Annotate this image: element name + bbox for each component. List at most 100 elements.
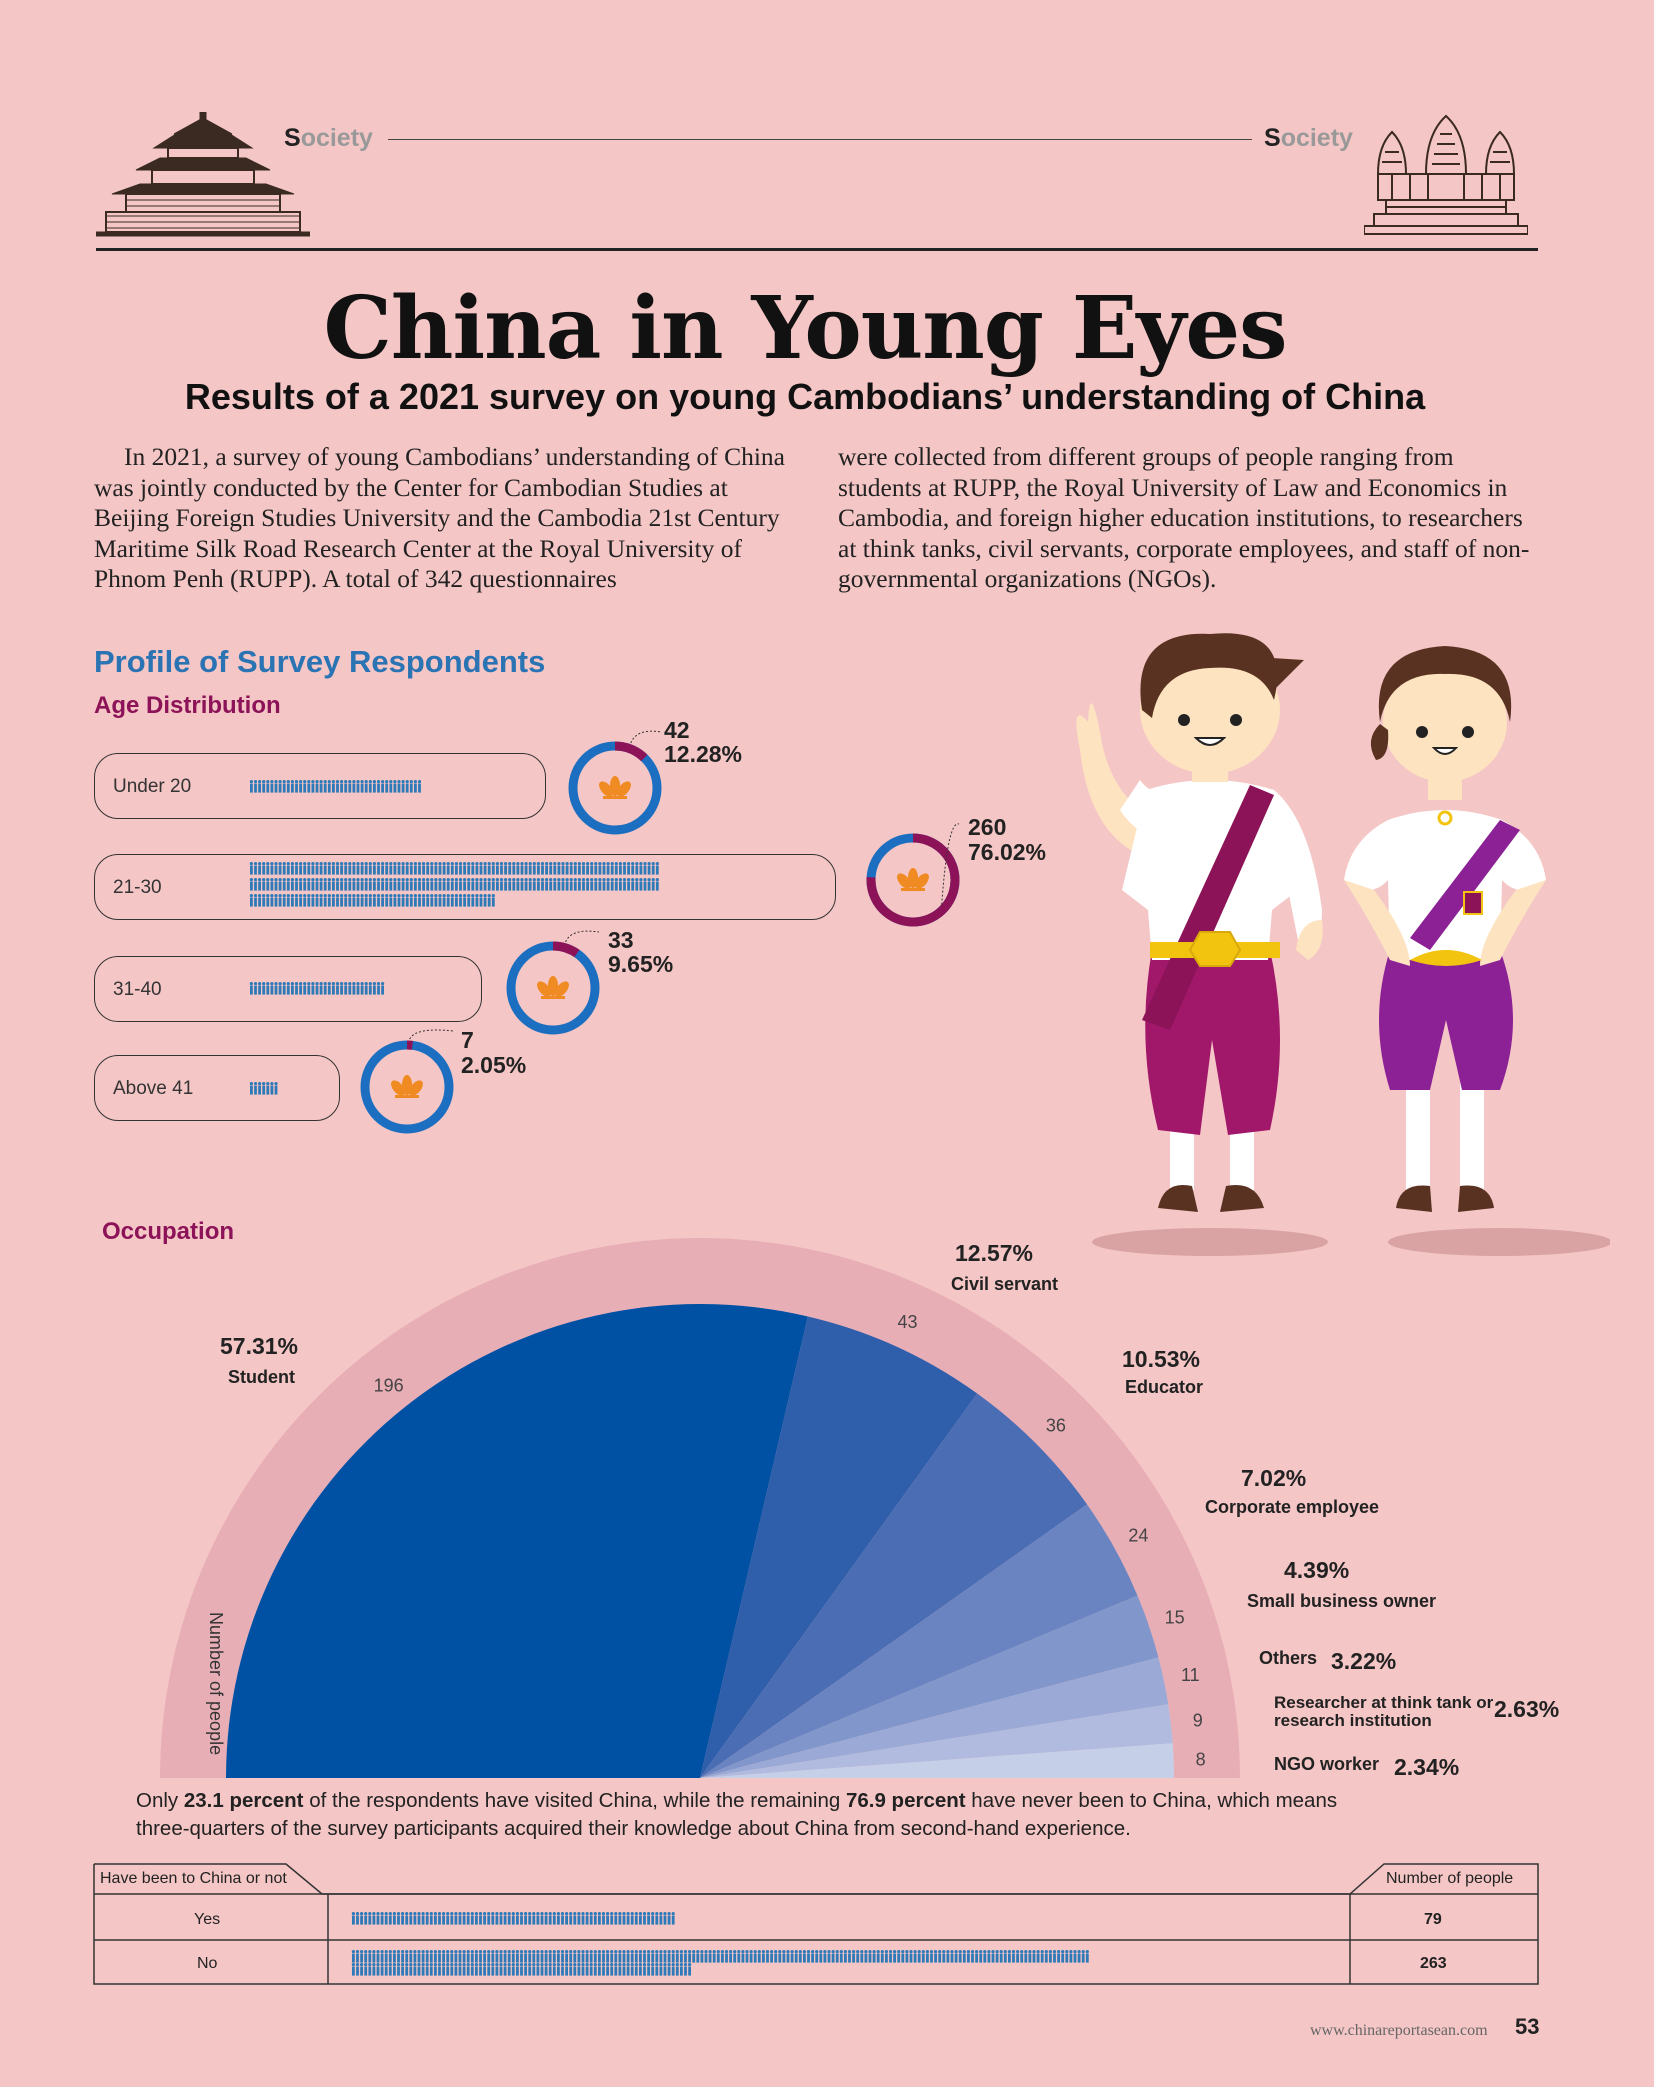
person-icon-body	[639, 1915, 642, 1925]
person-icon-body	[425, 1915, 429, 1925]
person-icon-body	[250, 1085, 253, 1095]
person-icon	[675, 1950, 679, 1954]
person-icon	[577, 862, 582, 866]
person-icon	[675, 1963, 679, 1967]
occupation-count: 36	[1046, 1415, 1066, 1435]
person-icon-body	[930, 1953, 933, 1963]
person-icon-body	[606, 881, 610, 891]
person-icon	[405, 878, 409, 882]
person-icon	[385, 878, 389, 882]
person-icon	[573, 862, 577, 866]
person-icon-body	[376, 1915, 380, 1925]
person-icon-body	[462, 1953, 466, 1963]
person-icon	[307, 780, 311, 784]
person-icon	[262, 780, 266, 784]
person-icon	[671, 1950, 675, 1954]
person-icon	[540, 1963, 544, 1967]
person-icon-body	[495, 1966, 499, 1976]
person-icon	[380, 1950, 384, 1954]
person-icon-body	[262, 865, 266, 875]
person-icon-body	[561, 865, 565, 875]
donut-share-arc	[866, 833, 960, 927]
person-icon	[454, 1912, 458, 1916]
age-heading: Age Distribution	[94, 692, 281, 719]
lotus-icon	[897, 868, 929, 891]
person-icon	[491, 1963, 495, 1967]
person-icon	[864, 1950, 868, 1954]
person-icon-body	[839, 1953, 843, 1963]
person-icon-body	[585, 1966, 589, 1976]
person-icon	[327, 780, 331, 784]
person-icon-body	[315, 897, 319, 907]
person-icon-body	[614, 881, 618, 891]
person-icon	[597, 1912, 602, 1916]
person-icon-body	[377, 865, 380, 875]
person-icon-body	[647, 1915, 650, 1925]
person-icon	[458, 1963, 462, 1967]
person-icon	[692, 1950, 696, 1954]
person-icon-body	[266, 985, 270, 995]
person-icon	[581, 862, 586, 866]
person-icon	[405, 1963, 409, 1967]
occupation-percent: 7.02%	[1241, 1465, 1307, 1491]
person-icon-body	[459, 897, 462, 907]
person-icon-body	[589, 1966, 593, 1976]
person-icon	[413, 862, 417, 866]
person-icon-body	[376, 1953, 380, 1963]
person-icon-body	[421, 1953, 425, 1963]
person-icon-body	[623, 881, 626, 891]
person-icon-body	[598, 1953, 601, 1963]
age-percent: 12.28%	[664, 741, 743, 767]
person-icon	[454, 878, 458, 882]
person-icon	[417, 1912, 421, 1916]
person-icon-body	[364, 897, 368, 907]
person-icon	[618, 1963, 622, 1967]
person-icon	[340, 894, 344, 898]
person-icon	[778, 1950, 782, 1954]
person-icon	[323, 862, 327, 866]
person-icon-body	[446, 1915, 450, 1925]
person-icon-body	[704, 1953, 708, 1963]
person-icon	[397, 862, 401, 866]
person-icon-body	[602, 865, 606, 875]
person-icon-body	[610, 1966, 614, 1976]
person-icon-body	[409, 897, 413, 907]
person-icon	[430, 894, 434, 898]
person-icon-body	[311, 897, 315, 907]
person-icon-body	[340, 865, 343, 875]
person-icon-body	[450, 1953, 454, 1963]
person-icon	[253, 894, 258, 898]
person-icon	[413, 1950, 417, 1954]
person-icon-body	[470, 1915, 474, 1925]
person-icon	[811, 1950, 815, 1954]
person-icon	[278, 862, 282, 866]
person-icon-body	[360, 865, 364, 875]
person-icon	[597, 1963, 602, 1967]
person-icon	[258, 780, 262, 784]
person-icon	[872, 1950, 876, 1954]
person-icon	[340, 862, 344, 866]
person-icon	[355, 1963, 360, 1967]
person-icon	[561, 878, 565, 882]
person-icon	[528, 878, 532, 882]
person-icon-body	[901, 1953, 905, 1963]
person-icon	[573, 878, 577, 882]
person-icon	[466, 1963, 470, 1967]
person-icon	[438, 894, 442, 898]
person-icon	[651, 1912, 655, 1916]
person-icon	[266, 862, 270, 866]
person-icon-body	[373, 985, 376, 995]
person-icon	[618, 878, 623, 882]
person-icon	[946, 1950, 950, 1954]
person-icon	[437, 1963, 442, 1967]
person-icon-body	[590, 865, 594, 875]
person-icon-body	[373, 783, 376, 793]
person-icon-body	[405, 897, 409, 907]
person-icon-body	[414, 897, 417, 907]
person-icon-body	[619, 881, 622, 891]
person-icon	[581, 878, 586, 882]
person-icon	[671, 1963, 675, 1967]
person-icon	[360, 780, 364, 784]
person-icon	[335, 878, 340, 882]
person-icon	[401, 862, 405, 866]
